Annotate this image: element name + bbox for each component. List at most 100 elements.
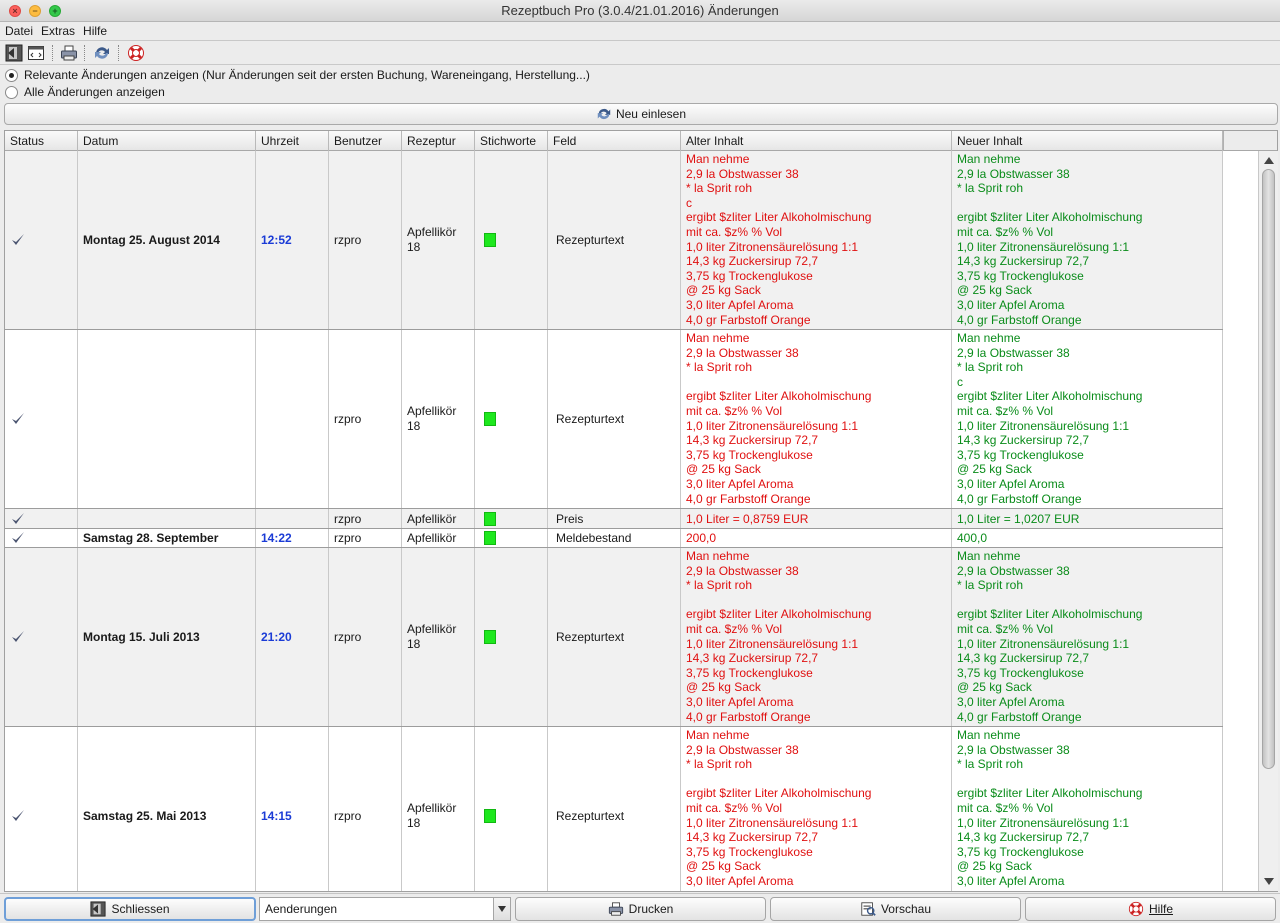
status-cell (5, 727, 78, 891)
radio-relevant-changes[interactable]: Relevante Änderungen anzeigen (Nur Änder… (5, 67, 590, 83)
close-window-button[interactable]: × (9, 5, 21, 17)
table-row[interactable]: Samstag 28. September 14:22 rzpro Apfell… (5, 529, 1223, 548)
rezeptur-text: Apfellikör 18 (407, 404, 457, 433)
datum-cell (78, 330, 256, 508)
column-header-alter-inhalt[interactable]: Alter Inhalt (681, 131, 952, 151)
print-icon[interactable] (60, 44, 78, 62)
stichworte-cell (475, 330, 548, 508)
checkmark-icon (12, 631, 24, 642)
stichworte-cell (475, 509, 548, 528)
column-header-rezeptur[interactable]: Rezeptur (402, 131, 475, 151)
preview-button[interactable]: Vorschau (770, 897, 1021, 921)
table-body: Montag 25. August 2014 12:52 rzpro Apfel… (5, 151, 1223, 891)
rezeptur-text: Apfellikör 18 (407, 622, 457, 651)
keyword-marker (484, 233, 496, 247)
datum-cell: Samstag 25. Mai 2013 (78, 727, 256, 891)
table-row[interactable]: rzpro Apfellikör 18 Rezepturtext Man neh… (5, 330, 1223, 509)
status-cell (5, 151, 78, 329)
status-cell (5, 529, 78, 547)
title-bar: × − + Rezeptbuch Pro (3.0.4/21.01.2016) … (0, 0, 1280, 22)
status-cell (5, 509, 78, 528)
keyword-marker (484, 511, 496, 526)
alter-inhalt-cell: 200,0 (681, 529, 952, 547)
feld-cell: Rezepturtext (548, 548, 681, 726)
status-cell (5, 330, 78, 508)
column-header-uhrzeit[interactable]: Uhrzeit (256, 131, 329, 151)
keyword-marker (484, 531, 496, 545)
column-header-datum[interactable]: Datum (78, 131, 256, 151)
minimize-window-button[interactable]: − (29, 5, 41, 17)
stichworte-cell (475, 151, 548, 329)
menu-extras[interactable]: Extras (41, 24, 76, 38)
exit-icon (90, 901, 107, 917)
table-row[interactable]: Samstag 25. Mai 2013 14:15 rzpro Apfelli… (5, 727, 1223, 891)
neuer-inhalt-cell: Man nehme 2,9 la Obstwasser 38 * la Spri… (952, 548, 1223, 726)
benutzer-cell: rzpro (329, 509, 402, 528)
keyword-marker (484, 630, 496, 644)
rezeptur-cell: Apfellikör 18 (402, 548, 475, 726)
changes-table: Status Datum Uhrzeit Benutzer Rezeptur S… (4, 130, 1278, 892)
benutzer-cell: rzpro (329, 529, 402, 547)
report-type-select[interactable]: Aenderungen (259, 897, 511, 921)
datum-cell: Montag 15. Juli 2013 (78, 548, 256, 726)
radio-all-changes[interactable]: Alle Änderungen anzeigen (5, 84, 165, 100)
menu-datei[interactable]: Datei (5, 24, 34, 38)
checkmark-icon (12, 810, 24, 821)
chevron-down-icon[interactable] (493, 898, 510, 920)
benutzer-cell: rzpro (329, 548, 402, 726)
column-header-neuer-inhalt[interactable]: Neuer Inhalt (952, 131, 1223, 151)
bottom-bar: Schliessen Aenderungen Drucken Vorschau … (0, 893, 1280, 923)
window-icon[interactable] (27, 44, 45, 62)
alter-inhalt-cell: Man nehme 2,9 la Obstwasser 38 * la Spri… (681, 727, 952, 891)
header-corner (1223, 131, 1277, 151)
neuer-inhalt-cell: 1,0 Liter = 1,0207 EUR (952, 509, 1223, 528)
scrollbar-thumb[interactable] (1262, 169, 1275, 769)
uhrzeit-cell: 14:22 (256, 529, 329, 547)
scroll-up-arrow-icon[interactable] (1264, 157, 1274, 164)
table-row[interactable]: rzpro Apfellikör Preis 1,0 Liter = 0,875… (5, 509, 1223, 529)
column-header-feld[interactable]: Feld (548, 131, 681, 151)
datum-cell: Montag 25. August 2014 (78, 151, 256, 329)
table-row[interactable]: Montag 25. August 2014 12:52 rzpro Apfel… (5, 151, 1223, 330)
scroll-down-arrow-icon[interactable] (1264, 878, 1274, 885)
checkmark-icon (12, 532, 24, 543)
feld-cell: Rezepturtext (548, 727, 681, 891)
print-icon (608, 902, 623, 916)
preview-icon (861, 902, 876, 916)
table-header: Status Datum Uhrzeit Benutzer Rezeptur S… (5, 131, 1223, 151)
keyword-marker (484, 412, 496, 426)
close-x-icon: × (12, 6, 18, 16)
exit-icon[interactable] (5, 44, 23, 62)
rezeptur-cell: Apfellikör 18 (402, 151, 475, 329)
report-type-value: Aenderungen (265, 902, 338, 916)
table-row[interactable]: Montag 15. Juli 2013 21:20 rzpro Apfelli… (5, 548, 1223, 727)
help-icon[interactable] (127, 44, 145, 62)
checkmark-icon (12, 234, 24, 245)
stichworte-cell (475, 727, 548, 891)
radio-button-selected[interactable] (5, 68, 18, 82)
close-button[interactable]: Schliessen (4, 897, 256, 921)
radio-button[interactable] (5, 85, 18, 99)
datum-cell: Samstag 28. September (78, 529, 256, 547)
reload-button[interactable]: Neu einlesen (4, 103, 1278, 125)
maximize-window-button[interactable]: + (49, 5, 61, 17)
rezeptur-cell: Apfellikör 18 (402, 727, 475, 891)
keyword-marker (484, 809, 496, 823)
help-button[interactable]: Hilfe (1025, 897, 1276, 921)
column-header-benutzer[interactable]: Benutzer (329, 131, 402, 151)
feld-cell: Preis (548, 509, 681, 528)
alter-inhalt-cell: Man nehme 2,9 la Obstwasser 38 * la Spri… (681, 548, 952, 726)
column-header-status[interactable]: Status (5, 131, 78, 151)
reload-icon[interactable] (93, 44, 111, 62)
neuer-inhalt-cell: 400,0 (952, 529, 1223, 547)
radio-relevant-label: Relevante Änderungen anzeigen (Nur Änder… (24, 68, 590, 82)
column-header-stichworte[interactable]: Stichworte (475, 131, 548, 151)
feld-cell: Meldebestand (548, 529, 681, 547)
menu-hilfe[interactable]: Hilfe (83, 24, 108, 38)
print-button[interactable]: Drucken (515, 897, 766, 921)
preview-button-label: Vorschau (880, 902, 932, 916)
rezeptur-text: Apfellikör 18 (407, 225, 457, 254)
uhrzeit-cell (256, 330, 329, 508)
vertical-scrollbar[interactable] (1258, 151, 1278, 891)
toolbar-separator (118, 45, 119, 61)
